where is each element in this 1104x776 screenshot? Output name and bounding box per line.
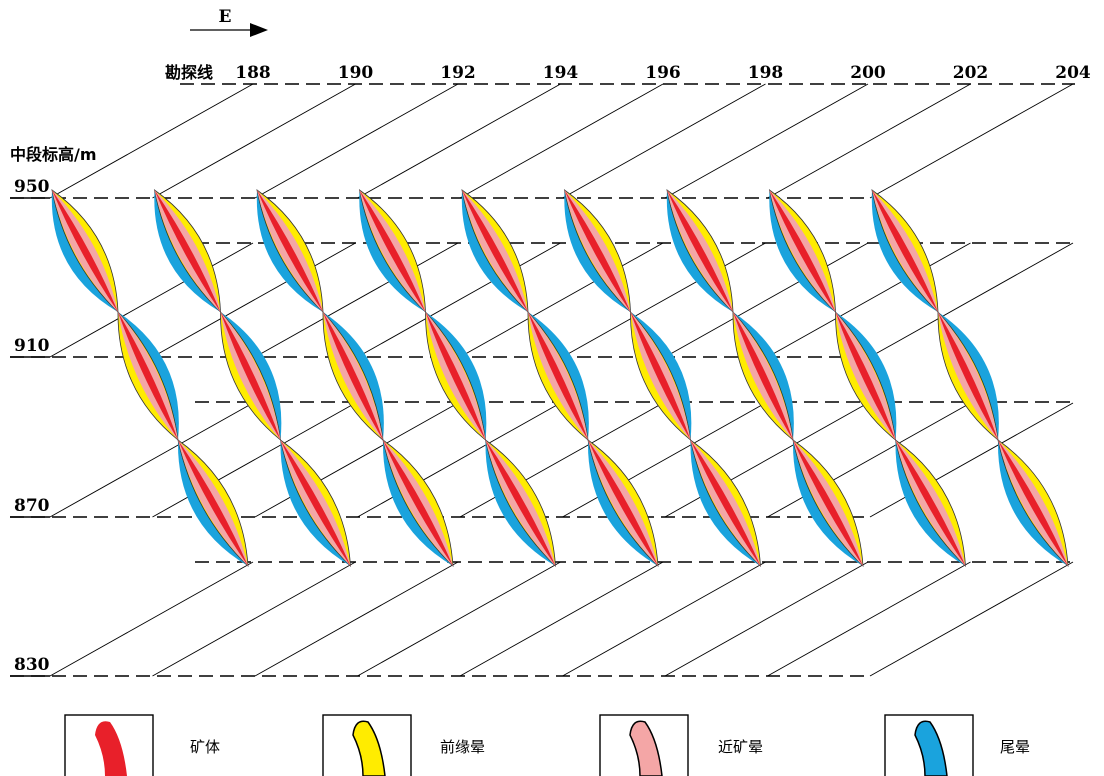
ore-lens (118, 312, 178, 440)
section-line (767, 561, 971, 677)
elevation-value: 950 (14, 177, 50, 197)
ore-lens (872, 190, 938, 312)
ore-lens (178, 440, 248, 566)
direction-arrow-head (250, 23, 268, 37)
section-line (767, 83, 971, 199)
section-line (152, 242, 356, 358)
section-line (49, 242, 254, 358)
elevation-label: 中段标高/m (10, 145, 97, 164)
section-line (357, 561, 561, 677)
legend-box (322, 714, 412, 776)
ore-lens (588, 440, 658, 566)
section-line (49, 83, 254, 199)
line-number: 190 (338, 63, 374, 83)
ore-lens (154, 190, 221, 312)
section-line (254, 561, 459, 677)
legend-box (64, 714, 154, 776)
legend-label: 前缘晕 (440, 738, 485, 756)
section-line (152, 83, 356, 199)
ore-lens (998, 440, 1068, 566)
line-number: 200 (850, 63, 886, 83)
section-line (459, 242, 664, 358)
section-line (562, 242, 766, 358)
section-line (664, 402, 869, 518)
ore-lens (383, 440, 453, 566)
section-line (357, 242, 561, 358)
ore-lens (690, 440, 761, 566)
legend: 矿体 前缘晕 近矿晕 尾晕 (64, 714, 1030, 776)
section-line (49, 402, 254, 518)
section-line (357, 402, 561, 518)
section-line (869, 402, 1074, 518)
ore-lens (220, 312, 281, 440)
section-line (357, 83, 561, 199)
ore-lens (323, 312, 383, 440)
labels: 188 190 192 194 196 198 200 202 204 950 910 870 830 (10, 63, 1091, 677)
section-line (562, 402, 766, 518)
ore-lens (528, 312, 588, 440)
section-line (869, 242, 1074, 358)
section-line (767, 242, 971, 358)
section-line (152, 402, 356, 518)
section-line (254, 402, 459, 518)
section-line (254, 83, 459, 199)
grid (10, 83, 1075, 677)
ore-lens (938, 312, 998, 440)
section-line (459, 561, 664, 677)
section-line (869, 83, 1074, 199)
ore-lens (895, 440, 966, 566)
section-line (459, 402, 664, 518)
section-line (767, 402, 971, 518)
line-number: 194 (543, 63, 579, 83)
legend-label: 尾晕 (1000, 738, 1030, 756)
legend-label: 矿体 (190, 738, 220, 756)
section-line (664, 83, 869, 199)
direction-label: E (219, 7, 232, 27)
ore-lens (425, 312, 486, 440)
section-line (664, 242, 869, 358)
ore-lens (769, 190, 836, 312)
legend-swatch (95, 721, 127, 776)
ore-lens (485, 440, 556, 566)
ore-lens (564, 190, 631, 312)
legend-box (599, 714, 689, 776)
line-number: 196 (645, 63, 681, 83)
elevation-value: 910 (14, 336, 50, 356)
section-line (562, 83, 766, 199)
elevation-value: 870 (14, 496, 50, 516)
section-line (459, 83, 664, 199)
legend-swatch (629, 720, 663, 776)
legend-swatch (914, 720, 948, 776)
ore-lens (733, 312, 793, 440)
ore-lens (462, 190, 528, 312)
line-number: 198 (748, 63, 784, 83)
ore-lens (835, 312, 896, 440)
section-line (49, 561, 254, 677)
ore-bodies (51, 189, 1069, 568)
section-line (869, 561, 1074, 677)
ore-lens (280, 440, 351, 566)
line-label: 勘探线 (165, 63, 213, 82)
section-line (562, 561, 766, 677)
line-number: 202 (953, 63, 989, 83)
section-line (152, 561, 356, 677)
elevation-value: 830 (14, 655, 50, 675)
line-number: 204 (1055, 63, 1091, 83)
line-number: 192 (440, 63, 476, 83)
ore-lens (630, 312, 691, 440)
ore-lens (257, 190, 323, 312)
legend-swatch (352, 720, 386, 776)
ore-lens (359, 190, 426, 312)
ore-lens (793, 440, 863, 566)
line-number: 188 (235, 63, 271, 83)
section-line (254, 242, 459, 358)
legend-label: 近矿晕 (718, 738, 763, 756)
ore-lens (52, 190, 118, 312)
section-line (664, 561, 869, 677)
legend-box (884, 714, 974, 776)
ore-lens (667, 190, 733, 312)
